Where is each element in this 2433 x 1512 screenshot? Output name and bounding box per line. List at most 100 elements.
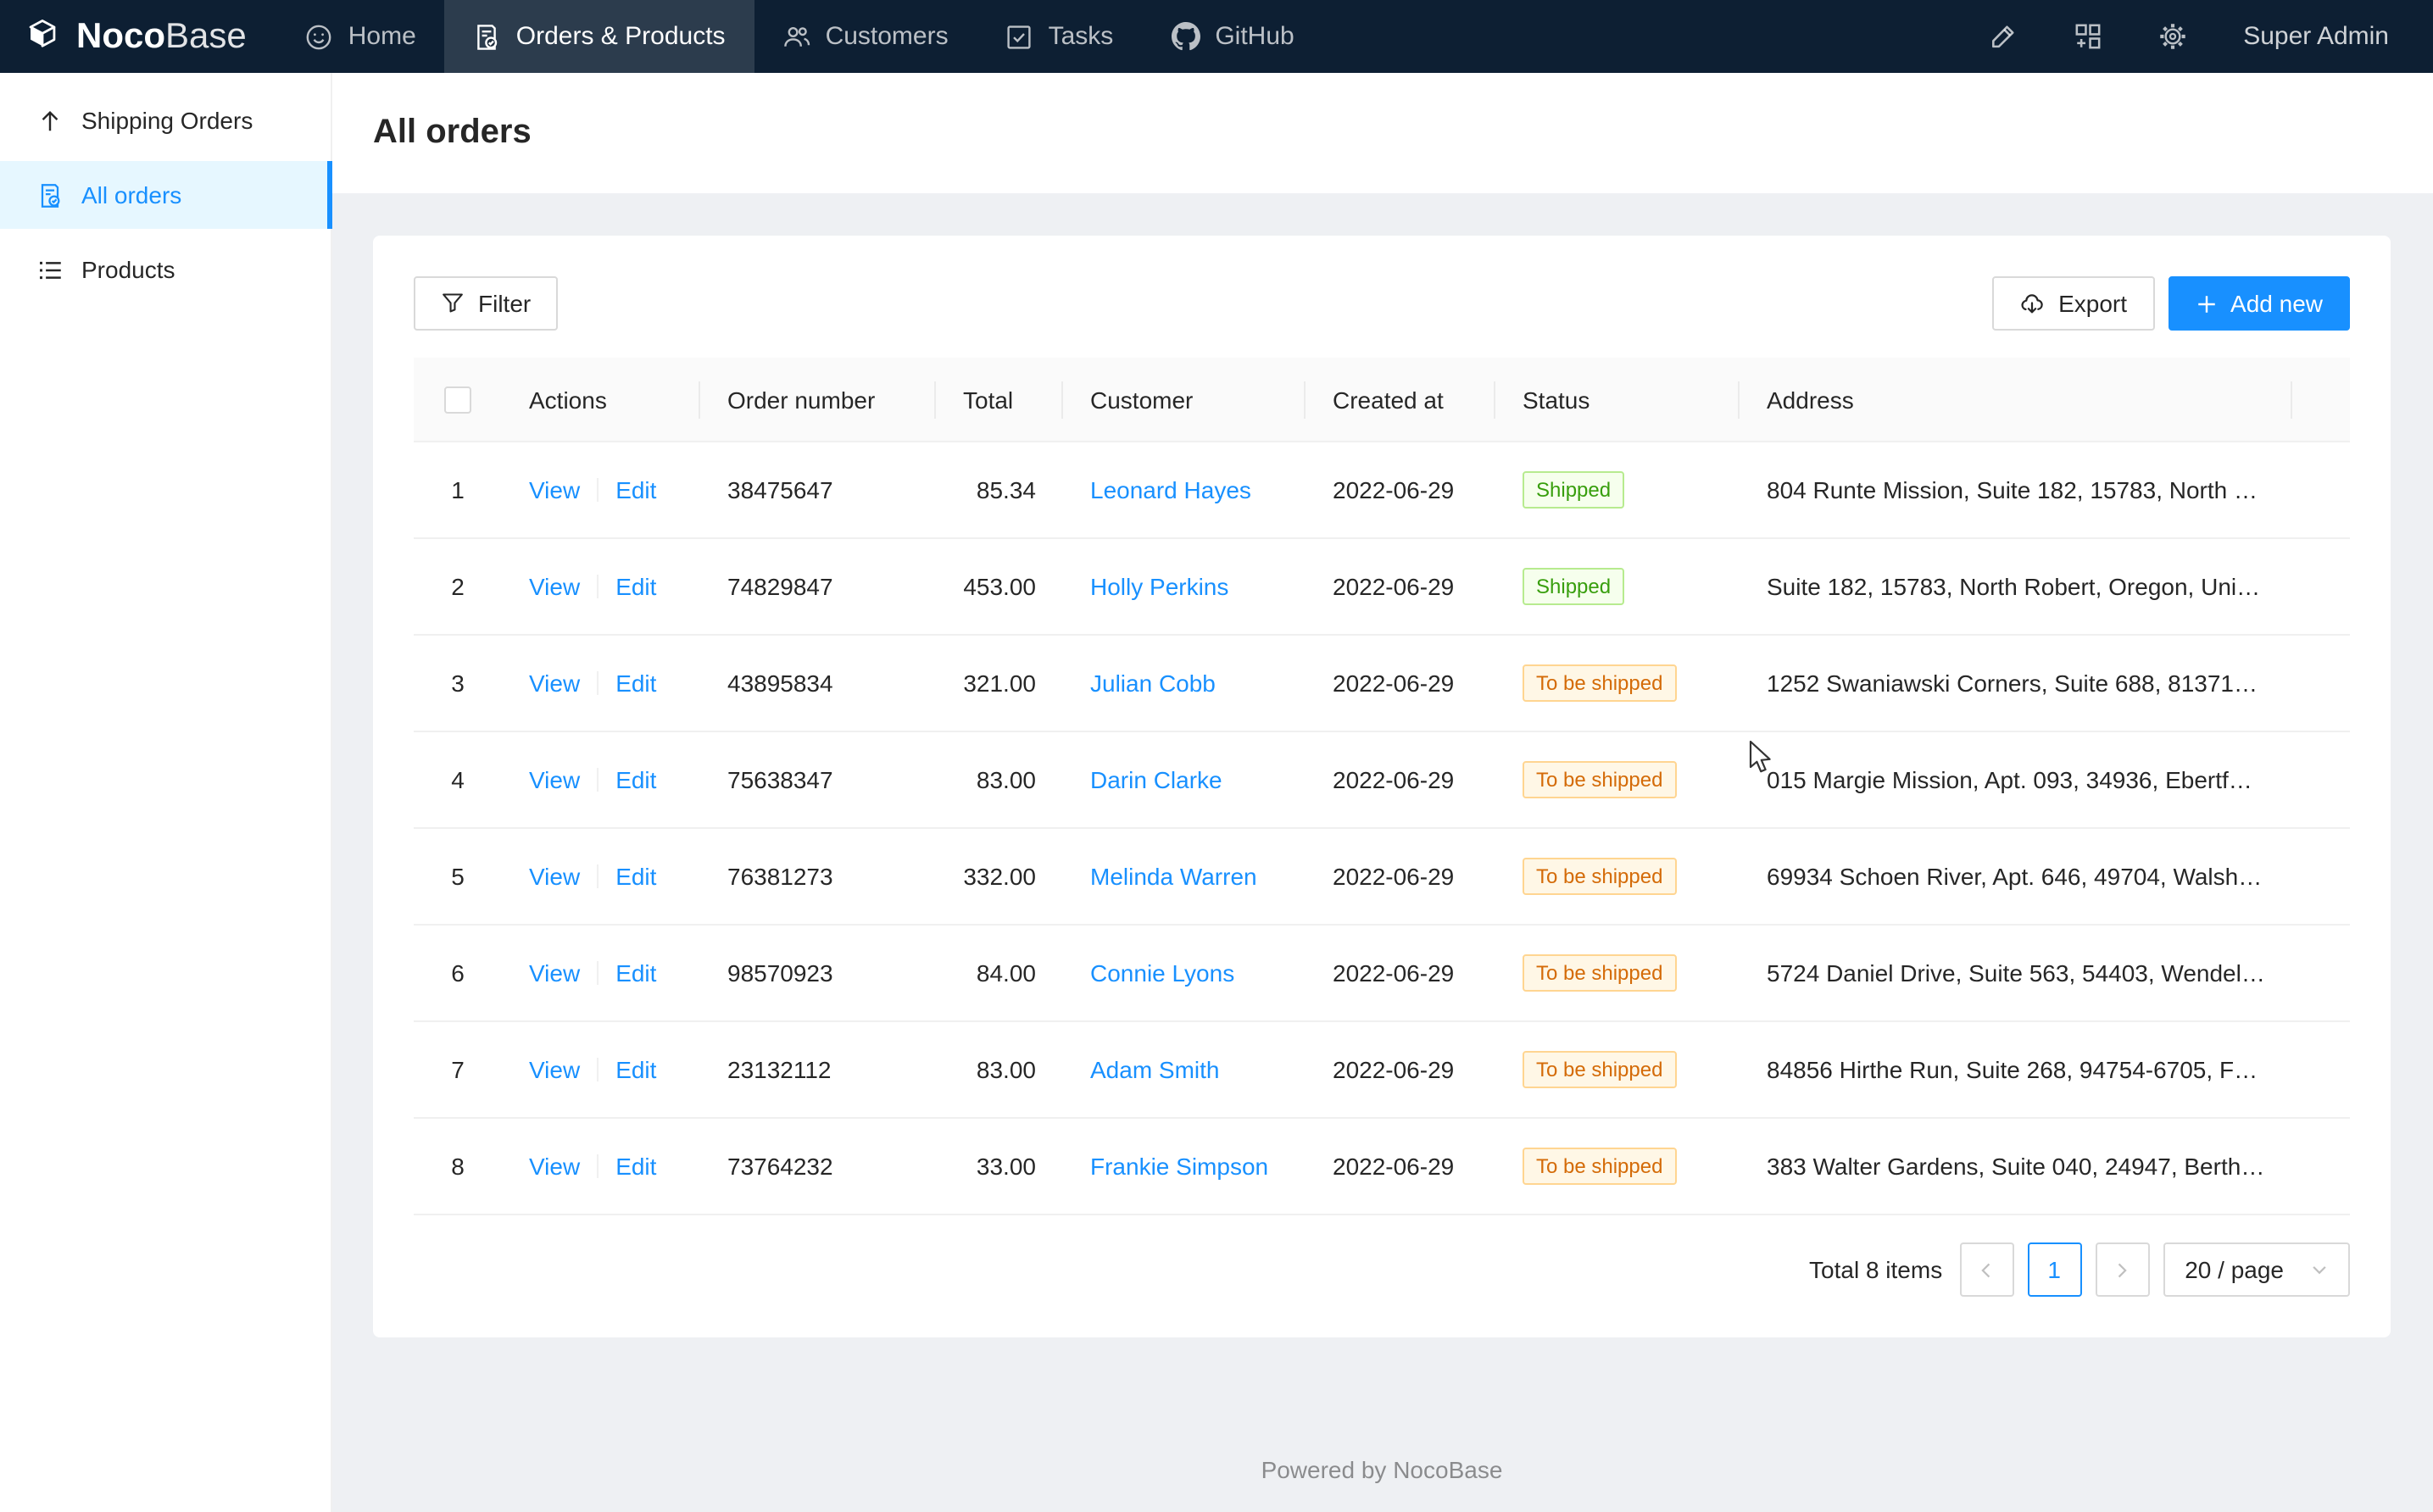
sidebar-item-label: Shipping Orders <box>81 107 253 134</box>
status-tag: To be shipped <box>1523 1052 1676 1089</box>
table-row: 1 ViewEdit 38475647 85.34 Leonard Hayes … <box>414 442 2350 539</box>
total-cell: 332.00 <box>936 829 1063 926</box>
created-at-cell: 2022-06-29 <box>1306 732 1495 829</box>
action-divider <box>597 672 599 696</box>
chevron-left-icon <box>1977 1261 1996 1280</box>
unordered-list-icon <box>37 257 63 282</box>
edit-link[interactable]: Edit <box>615 960 656 987</box>
action-divider <box>597 479 599 503</box>
check-square-icon <box>1006 23 1033 50</box>
sidebar-item-label: Products <box>81 256 175 283</box>
table-row: 6 ViewEdit 98570923 84.00 Connie Lyons 2… <box>414 926 2350 1022</box>
edit-link[interactable]: Edit <box>615 1153 656 1181</box>
created-at-cell: 2022-06-29 <box>1306 539 1495 636</box>
order-number-cell: 75638347 <box>700 732 936 829</box>
plugin-manager-icon[interactable] <box>2074 22 2102 51</box>
address-cell: 5724 Daniel Drive, Suite 563, 54403, Wen… <box>1740 926 2292 1022</box>
nav-item-github[interactable]: GitHub <box>1142 0 1322 73</box>
pagination-next-button[interactable] <box>2095 1243 2149 1298</box>
created-at-cell: 2022-06-29 <box>1306 636 1495 732</box>
team-icon <box>783 23 810 50</box>
address-cell: 383 Walter Gardens, Suite 040, 24947, Be… <box>1740 1119 2292 1215</box>
edit-link[interactable]: Edit <box>615 477 656 504</box>
file-done-icon <box>474 23 501 50</box>
total-cell: 85.34 <box>936 442 1063 539</box>
sidebar-item-label: All orders <box>81 181 181 208</box>
row-index: 6 <box>451 960 465 987</box>
nav-item-label: Customers <box>826 22 949 51</box>
total-cell: 453.00 <box>936 539 1063 636</box>
column-header-actions: Actions <box>502 358 700 442</box>
select-all-checkbox[interactable] <box>444 387 471 414</box>
customer-link[interactable]: Leonard Hayes <box>1090 477 1251 504</box>
status-tag: Shipped <box>1523 472 1624 509</box>
customer-link[interactable]: Adam Smith <box>1090 1057 1220 1084</box>
edit-link[interactable]: Edit <box>615 574 656 601</box>
customer-link[interactable]: Connie Lyons <box>1090 960 1234 987</box>
user-menu[interactable]: Super Admin <box>2243 22 2389 51</box>
filter-button[interactable]: Filter <box>414 276 558 331</box>
nav-item-orders-products[interactable]: Orders & Products <box>445 0 754 73</box>
view-link[interactable]: View <box>529 767 580 794</box>
ui-editor-highlighter-icon[interactable] <box>1989 22 2018 51</box>
created-at-cell: 2022-06-29 <box>1306 926 1495 1022</box>
export-button[interactable]: Export <box>1992 276 2154 331</box>
view-link[interactable]: View <box>529 960 580 987</box>
table-row: 3 ViewEdit 43895834 321.00 Julian Cobb 2… <box>414 636 2350 732</box>
column-header-customer: Customer <box>1063 358 1306 442</box>
pagination: Total 8 items 1 20 / page <box>414 1243 2350 1298</box>
nav-item-home[interactable]: Home <box>277 0 445 73</box>
sidebar-item-all-orders[interactable]: All orders <box>0 161 331 229</box>
app-root: NocoBase Home <box>0 0 2433 1512</box>
customer-link[interactable]: Melinda Warren <box>1090 864 1257 891</box>
order-number-cell: 74829847 <box>700 539 936 636</box>
action-divider <box>597 1155 599 1179</box>
sidebar-item-shipping-orders[interactable]: Shipping Orders <box>0 86 331 154</box>
add-new-button[interactable]: Add new <box>2168 276 2350 331</box>
nav-item-tasks[interactable]: Tasks <box>977 0 1143 73</box>
nocobase-logo[interactable]: NocoBase <box>0 0 277 73</box>
view-link[interactable]: View <box>529 477 580 504</box>
pagination-page-1[interactable]: 1 <box>2027 1243 2081 1298</box>
nav-item-customers[interactable]: Customers <box>754 0 977 73</box>
customer-link[interactable]: Frankie Simpson <box>1090 1153 1268 1181</box>
view-link[interactable]: View <box>529 670 580 698</box>
created-at-cell: 2022-06-29 <box>1306 442 1495 539</box>
smile-icon <box>306 23 333 50</box>
edit-link[interactable]: Edit <box>615 864 656 891</box>
top-nav: NocoBase Home <box>0 0 2433 73</box>
customer-link[interactable]: Julian Cobb <box>1090 670 1216 698</box>
view-link[interactable]: View <box>529 1153 580 1181</box>
view-link[interactable]: View <box>529 574 580 601</box>
view-link[interactable]: View <box>529 1057 580 1084</box>
edit-link[interactable]: Edit <box>615 1057 656 1084</box>
edit-link[interactable]: Edit <box>615 767 656 794</box>
powered-by-footer: Powered by NocoBase <box>373 1457 2391 1501</box>
page-size-select[interactable]: 20 / page <box>2163 1243 2350 1298</box>
edit-link[interactable]: Edit <box>615 670 656 698</box>
created-at-cell: 2022-06-29 <box>1306 829 1495 926</box>
page-header: All orders <box>332 73 2433 193</box>
customer-link[interactable]: Holly Perkins <box>1090 574 1228 601</box>
chevron-right-icon <box>2113 1261 2131 1280</box>
action-divider <box>597 962 599 986</box>
logo-text: NocoBase <box>76 19 247 54</box>
pagination-prev-button[interactable] <box>1959 1243 2013 1298</box>
created-at-cell: 2022-06-29 <box>1306 1022 1495 1119</box>
sidebar-item-products[interactable]: Products <box>0 236 331 303</box>
total-cell: 84.00 <box>936 926 1063 1022</box>
filter-funnel-icon <box>441 292 465 315</box>
address-cell: 1252 Swaniawski Corners, Suite 688, 8137… <box>1740 636 2292 732</box>
github-icon <box>1171 22 1200 51</box>
view-link[interactable]: View <box>529 864 580 891</box>
column-header-created-at: Created at <box>1306 358 1495 442</box>
customer-link[interactable]: Darin Clarke <box>1090 767 1222 794</box>
table-toolbar: Filter Export <box>414 276 2350 331</box>
order-number-cell: 23132112 <box>700 1022 936 1119</box>
row-index: 3 <box>451 670 465 698</box>
plus-icon <box>2195 292 2217 314</box>
settings-gear-icon[interactable] <box>2158 22 2187 51</box>
row-index: 1 <box>451 477 465 504</box>
created-at-cell: 2022-06-29 <box>1306 1119 1495 1215</box>
address-cell: 015 Margie Mission, Apt. 093, 34936, Ebe… <box>1740 732 2292 829</box>
